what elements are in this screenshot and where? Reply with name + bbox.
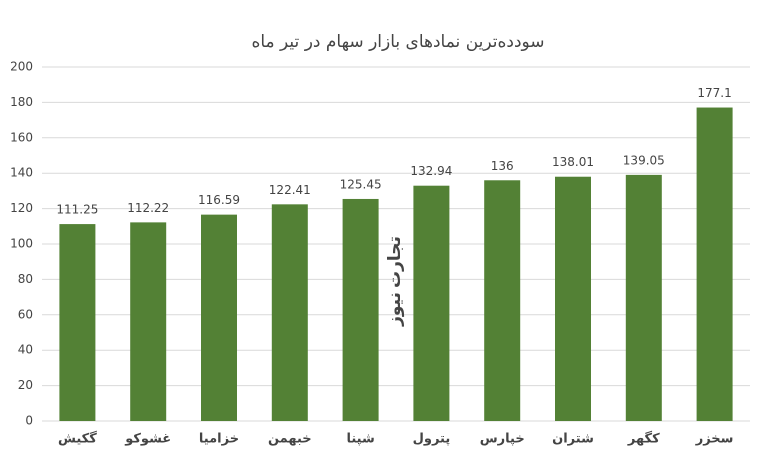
- y-tick-label: 180: [10, 95, 33, 109]
- bar: [342, 198, 379, 421]
- bar: [271, 204, 308, 421]
- y-tick-label: 140: [10, 166, 33, 180]
- x-tick-label: کگهر: [627, 431, 660, 447]
- y-tick-label: 0: [25, 414, 33, 428]
- value-label: 125.45: [340, 177, 382, 191]
- value-label: 138.01: [552, 155, 594, 169]
- y-tick-label: 60: [18, 307, 33, 321]
- x-tick-label: پترول: [413, 432, 451, 447]
- bar: [625, 174, 662, 421]
- chart-title: سودده‌ترین نمادهای بازار سهام در تیر ماه: [251, 32, 544, 52]
- y-tick-label: 80: [18, 272, 33, 286]
- bar: [555, 176, 591, 421]
- value-label: 112.22: [127, 201, 169, 215]
- y-tick-label: 20: [18, 378, 33, 392]
- x-tick-label: شپنا: [346, 432, 374, 447]
- value-label: 177.1: [697, 86, 731, 100]
- x-tick-label: خپارس: [480, 432, 525, 447]
- bar: [59, 224, 96, 421]
- value-label: 122.41: [269, 183, 311, 197]
- x-tick-label: شتران: [552, 432, 594, 447]
- bar: [484, 180, 521, 421]
- x-tick-label: خبهمن: [268, 432, 312, 447]
- watermark: تجارت: [385, 236, 405, 288]
- watermark: نیوز: [385, 292, 405, 327]
- bar: [413, 185, 450, 421]
- x-tick-label: گکیش: [58, 431, 97, 447]
- x-tick-label: خزامیا: [199, 432, 239, 447]
- y-tick-label: 160: [10, 130, 33, 144]
- value-label: 111.25: [56, 203, 98, 217]
- x-tick-label: سخزر: [695, 432, 734, 447]
- x-tick-label: غشوکو: [124, 432, 171, 447]
- value-label: 136: [491, 159, 514, 173]
- bar: [130, 222, 167, 421]
- value-label: 116.59: [198, 193, 240, 207]
- bar: [696, 107, 733, 422]
- y-tick-label: 120: [10, 201, 33, 215]
- bar: [201, 214, 237, 421]
- value-label: 132.94: [410, 164, 452, 178]
- y-tick-label: 100: [10, 237, 33, 251]
- y-tick-label: 200: [10, 60, 33, 74]
- y-tick-label: 40: [18, 343, 33, 357]
- value-label: 139.05: [623, 153, 665, 167]
